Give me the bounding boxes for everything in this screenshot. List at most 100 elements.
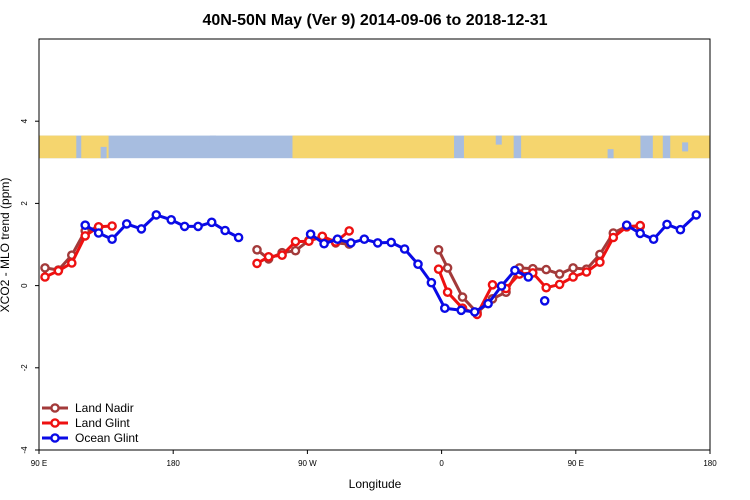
data-point-land-nadir [40, 263, 50, 273]
data-point-land-glint [80, 231, 90, 241]
data-point-ocean-glint [426, 277, 437, 288]
x-tick-label: 180 [703, 459, 717, 468]
data-point-ocean-glint [206, 217, 217, 228]
data-point-land-nadir [541, 264, 552, 275]
x-axis-label: Longitude [349, 477, 402, 491]
series-layer [40, 210, 702, 320]
data-point-ocean-glint [93, 228, 104, 238]
plot-frame [38, 38, 711, 451]
data-point-ocean-glint [483, 298, 493, 309]
y-tick-label: -4 [20, 446, 29, 454]
map-land [670, 135, 710, 159]
data-point-land-glint [263, 251, 274, 262]
data-point-ocean-glint [648, 234, 659, 244]
data-point-ocean-glint [346, 238, 356, 248]
data-point-ocean-glint [469, 307, 480, 317]
data-point-ocean-glint [121, 219, 132, 229]
legend-label: Land Nadir [75, 401, 134, 415]
data-point-ocean-glint [439, 303, 450, 314]
y-tick-label: 4 [20, 118, 29, 123]
data-point-land-glint [344, 226, 355, 236]
data-point-ocean-glint [136, 224, 147, 234]
map-land [652, 135, 663, 159]
data-point-ocean-glint [456, 305, 467, 316]
legend-item-land-nadir: Land Nadir [42, 401, 134, 415]
data-point-ocean-glint [220, 225, 230, 236]
map-ocean-detail [209, 135, 216, 144]
data-point-land-glint [67, 258, 77, 268]
map-land [39, 135, 77, 159]
y-tick-label: 2 [20, 201, 29, 206]
data-point-ocean-glint [305, 229, 316, 239]
data-point-ocean-glint [179, 221, 190, 232]
data-point-ocean-glint [359, 234, 370, 244]
data-point-land-nadir [568, 263, 578, 273]
map-ocean-detail [495, 135, 502, 145]
data-point-land-nadir [442, 263, 453, 273]
y-tick-label: 0 [20, 283, 29, 288]
data-point-ocean-glint [399, 244, 410, 254]
data-point-ocean-glint [319, 238, 329, 249]
data-point-ocean-glint [332, 234, 343, 244]
data-point-ocean-glint [635, 228, 646, 239]
data-point-land-glint [608, 232, 619, 243]
data-point-land-glint [290, 236, 301, 247]
data-point-land-nadir [290, 245, 301, 256]
data-point-ocean-glint [675, 224, 686, 235]
legend-marker [50, 433, 60, 443]
map-band [39, 135, 710, 159]
legend-marker [50, 418, 60, 428]
data-point-land-glint [252, 258, 262, 269]
data-point-land-glint [317, 231, 328, 242]
data-point-ocean-glint [151, 210, 162, 220]
data-point-ocean-glint [539, 295, 550, 306]
y-axis-label: XCO2 - MLO trend (ppm) [0, 178, 12, 313]
map-ocean-detail [607, 149, 614, 159]
data-point-ocean-glint [413, 259, 423, 270]
x-axis: 90 E 180 90 W 0 90 E 180 [31, 450, 717, 468]
data-point-ocean-glint [496, 281, 507, 291]
data-point-land-glint [595, 257, 605, 268]
data-point-ocean-glint [662, 219, 672, 230]
data-point-land-glint [40, 272, 50, 282]
data-point-land-glint [581, 267, 592, 277]
data-point-land-glint [568, 272, 578, 282]
data-point-land-glint [554, 279, 565, 290]
x-tick-label: 90 W [298, 459, 317, 468]
legend-label: Land Glint [75, 416, 130, 430]
legend-item-land-glint: Land Glint [42, 416, 130, 430]
data-point-land-glint [433, 264, 444, 275]
series-ocean-glint [80, 210, 702, 317]
x-tick-label: 90 E [31, 459, 47, 468]
legend-marker [50, 403, 60, 413]
data-point-ocean-glint [107, 234, 117, 244]
data-point-ocean-glint [691, 210, 702, 220]
x-tick-label: 90 E [568, 459, 584, 468]
x-tick-label: 0 [439, 459, 444, 468]
y-axis: -4 -2 0 2 4 [20, 118, 39, 454]
data-point-ocean-glint [372, 238, 383, 248]
data-point-land-glint [635, 220, 646, 231]
legend-label: Ocean Glint [75, 431, 139, 445]
chart-title: 40N-50N May (Ver 9) 2014-09-06 to 2018-1… [202, 12, 547, 29]
map-ocean-detail [100, 146, 107, 159]
map-ocean-detail [682, 142, 689, 152]
data-point-ocean-glint [193, 221, 203, 232]
data-point-ocean-glint [233, 232, 244, 243]
data-point-ocean-glint [386, 237, 397, 248]
data-point-ocean-glint [621, 220, 632, 230]
map-land [292, 135, 455, 159]
data-point-land-glint [53, 265, 64, 276]
series-line-land-nadir [437, 224, 641, 315]
data-point-land-nadir [252, 244, 262, 255]
data-point-ocean-glint [510, 265, 520, 276]
x-tick-label: 180 [167, 459, 181, 468]
data-point-land-glint [277, 250, 287, 260]
data-point-land-nadir [457, 292, 468, 302]
data-point-land-glint [487, 279, 498, 290]
data-point-ocean-glint [523, 272, 534, 282]
map-land [521, 135, 641, 159]
data-point-land-glint [107, 221, 117, 231]
